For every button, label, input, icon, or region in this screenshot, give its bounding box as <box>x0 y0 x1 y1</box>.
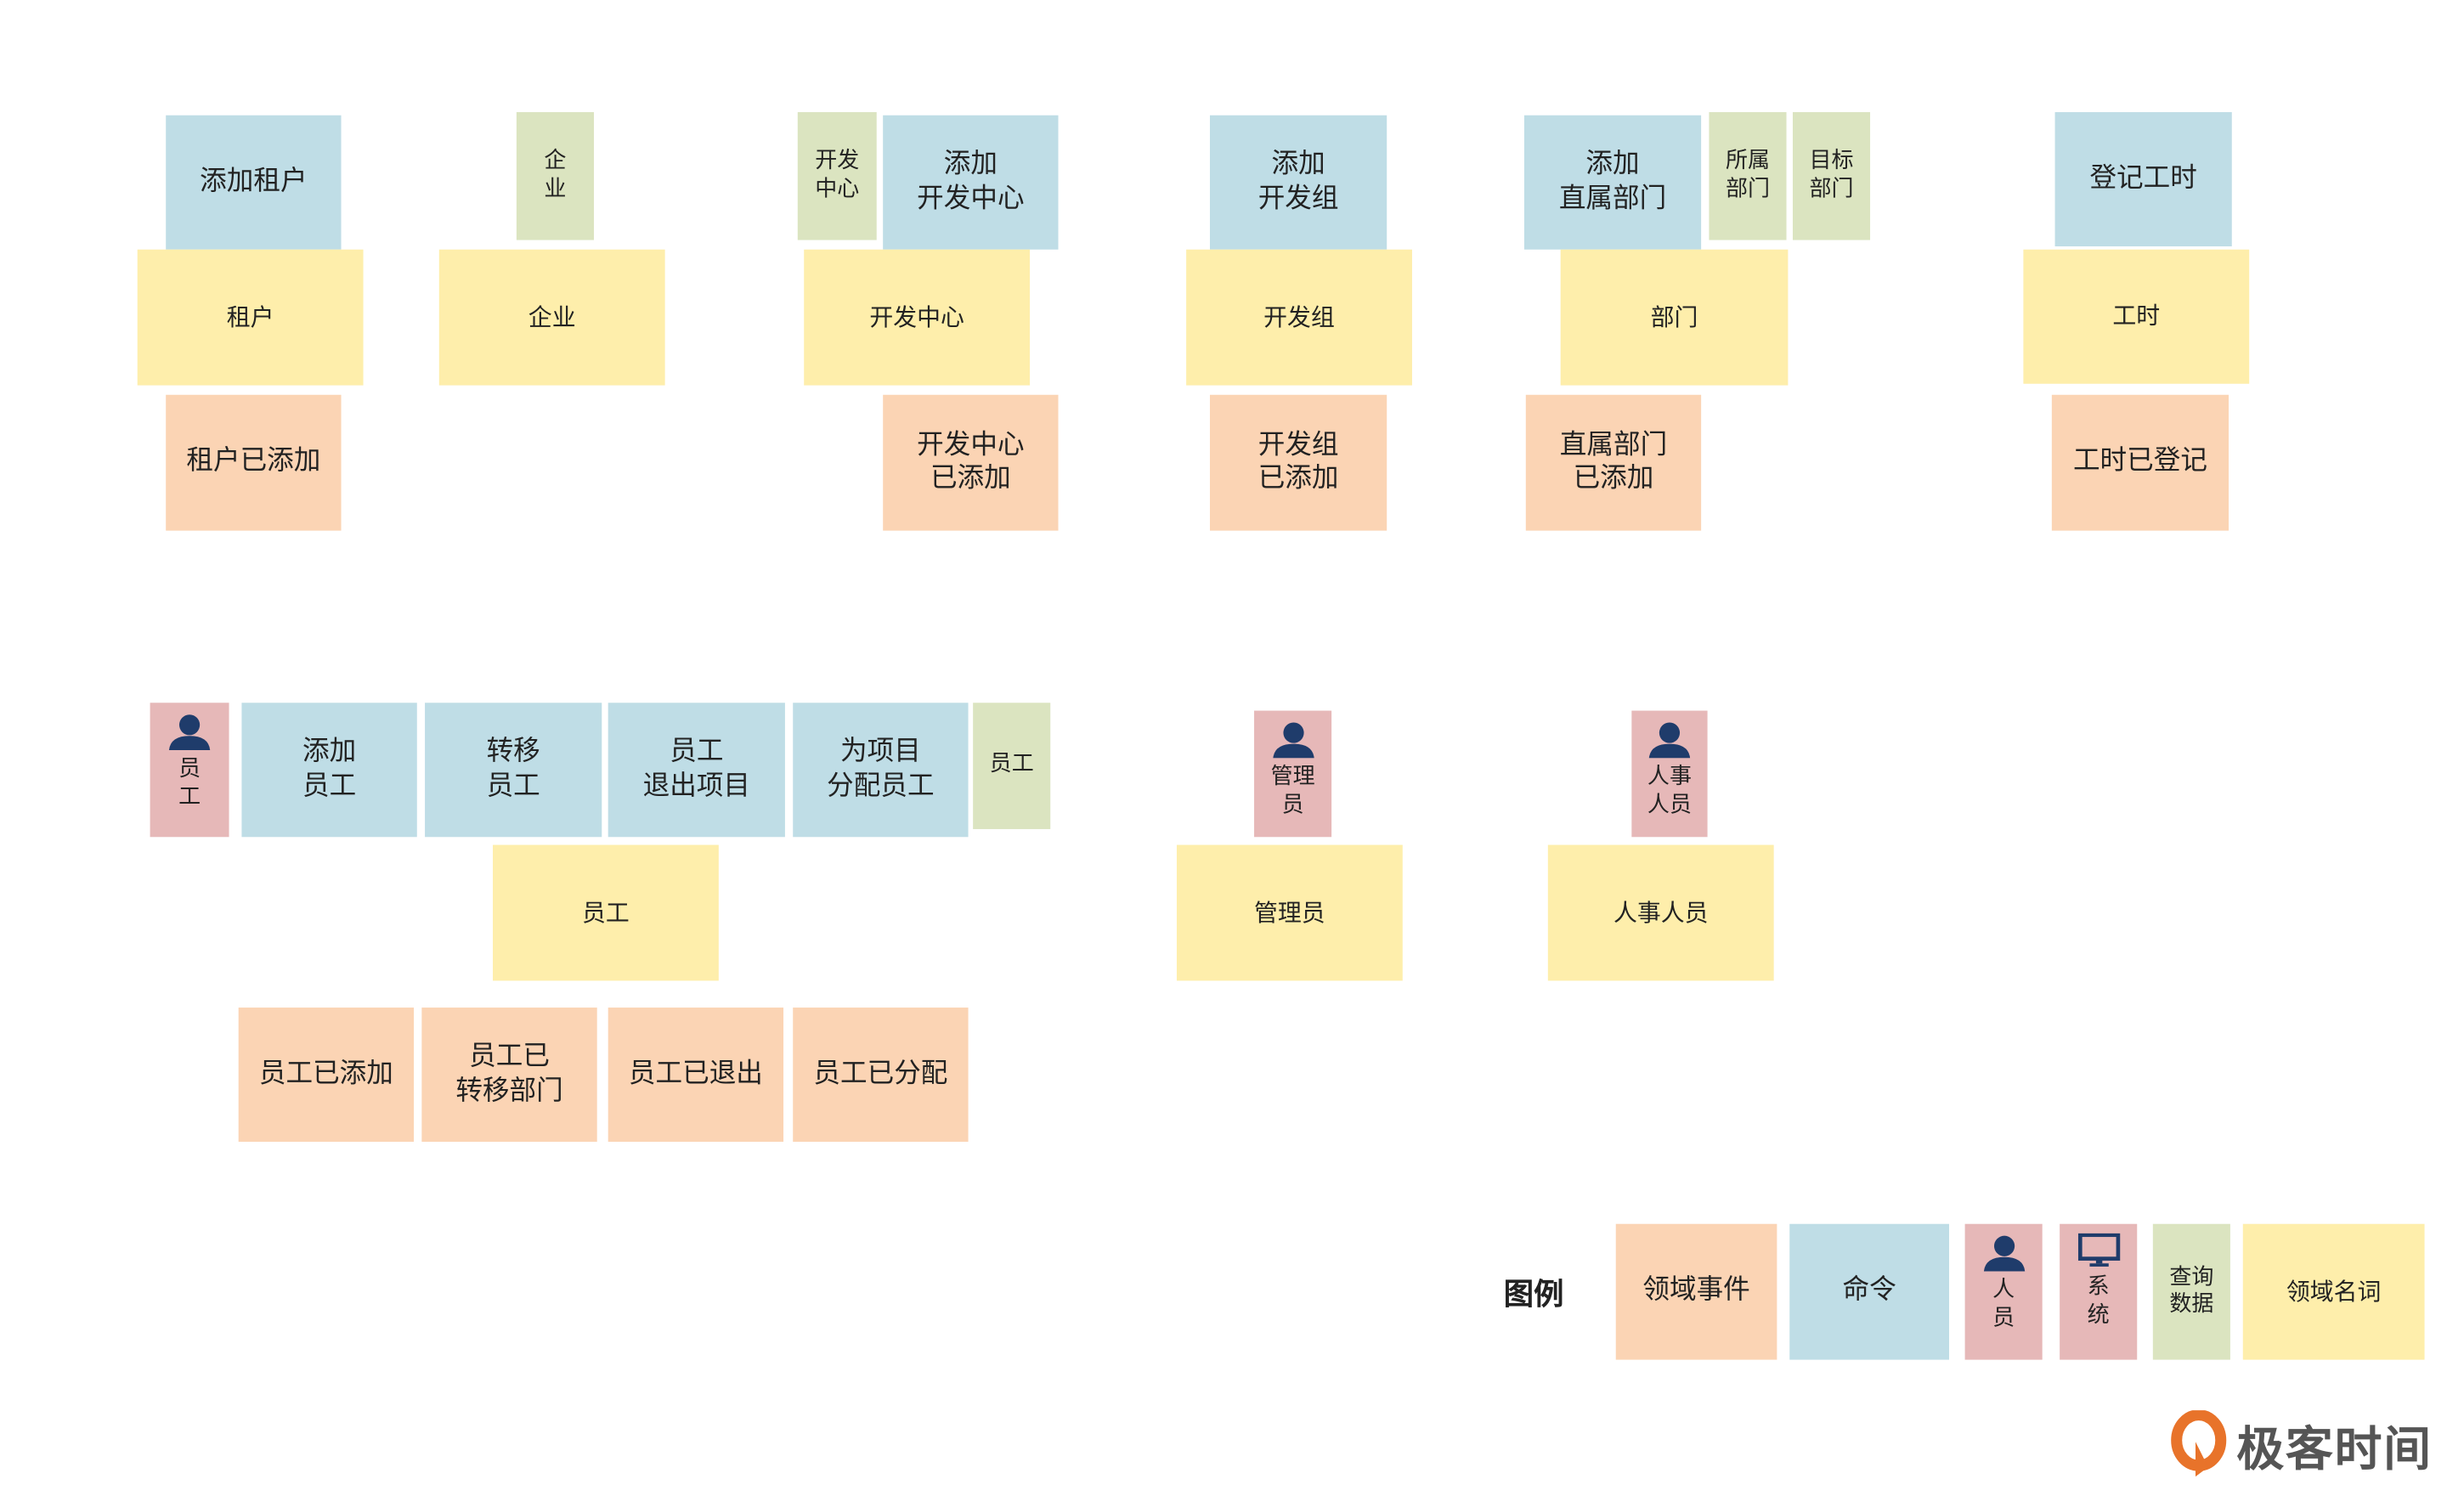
command-transfer-employee: 转移 员工 <box>425 703 602 838</box>
command-employee-exit-project: 员工 退出项目 <box>608 703 785 838</box>
query-dev-center: 开发 中心 <box>797 111 877 240</box>
command-add-department: 添加 直属部门 <box>1523 115 1702 250</box>
actor-label: 员 工 <box>178 756 201 810</box>
command-add-tenant: 添加租户 <box>166 115 342 250</box>
entity-hr: 人事人员 <box>1547 844 1774 981</box>
event-employee-exited: 员工已退出 <box>608 1008 784 1143</box>
entity-admin: 管理员 <box>1176 844 1403 981</box>
entity-tenant: 租户 <box>137 249 364 386</box>
event-employee-added: 员工已添加 <box>238 1008 415 1143</box>
event-employee-transferred: 员工已 转移部门 <box>421 1008 597 1143</box>
actor-admin: 管理 员 <box>1254 710 1332 838</box>
query-parent-department: 所属 部门 <box>1709 111 1787 240</box>
legend-entity: 领域名词 <box>2242 1223 2425 1360</box>
entity-enterprise: 企业 <box>438 249 665 386</box>
actor-label: 人事 人员 <box>1647 764 1692 818</box>
legend-command: 命令 <box>1789 1223 1950 1360</box>
person-icon <box>168 714 211 751</box>
event-employee-assigned: 员工已分配 <box>793 1008 969 1143</box>
logo-text: 极客时间 <box>2236 1422 2433 1479</box>
legend-system-label: 系 统 <box>2087 1274 2110 1328</box>
legend-system: 系 统 <box>2060 1223 2138 1360</box>
event-dev-center-added: 开发中心 已添加 <box>883 394 1059 531</box>
entity-work-hours: 工时 <box>2023 249 2250 384</box>
query-employee: 员工 <box>973 703 1051 829</box>
query-enterprise: 企 业 <box>516 111 594 240</box>
logo-icon <box>2171 1410 2227 1477</box>
logo: 极客时间 <box>2170 1410 2433 1480</box>
legend-actor-label: 人 员 <box>1992 1277 2015 1331</box>
legend-query: 查询 数据 <box>2152 1223 2230 1360</box>
legend-title: 图例 <box>1503 1277 1564 1313</box>
command-add-dev-center: 添加 开发中心 <box>883 115 1059 250</box>
event-dev-group-added: 开发组 已添加 <box>1209 394 1387 531</box>
entity-department: 部门 <box>1560 249 1789 386</box>
actor-label: 管理 员 <box>1270 764 1315 818</box>
entity-dev-center: 开发中心 <box>804 249 1031 386</box>
command-register-hours: 登记工时 <box>2054 111 2232 247</box>
monitor-icon <box>2077 1233 2120 1267</box>
event-department-added: 直属部门 已添加 <box>1525 394 1702 531</box>
command-add-dev-group: 添加 开发组 <box>1209 115 1387 250</box>
legend-event: 领域事件 <box>1615 1223 1777 1360</box>
entity-dev-group: 开发组 <box>1186 249 1412 386</box>
query-target-department: 目标 部门 <box>1792 111 1871 240</box>
person-icon <box>1272 722 1314 759</box>
person-icon <box>1982 1235 2025 1272</box>
event-hours-registered: 工时已登记 <box>2051 394 2229 531</box>
command-add-employee: 添加 员工 <box>241 703 417 838</box>
legend-actor: 人 员 <box>1964 1223 2043 1360</box>
actor-hr: 人事 人员 <box>1631 710 1708 838</box>
command-assign-employee: 为项目 分配员工 <box>793 703 969 838</box>
event-tenant-added: 租户已添加 <box>166 394 342 531</box>
person-icon <box>1648 722 1691 759</box>
entity-employee: 员工 <box>493 844 719 981</box>
actor-employee: 员 工 <box>150 703 229 838</box>
